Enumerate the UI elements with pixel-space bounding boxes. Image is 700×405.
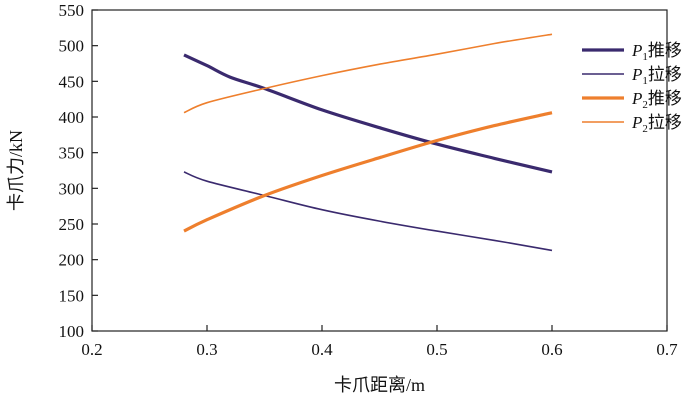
legend-label: 推移: [648, 41, 682, 60]
series-layer: [183, 33, 553, 252]
legend-subscript: 1: [642, 75, 648, 87]
legend-symbol: P: [631, 65, 642, 84]
x-tick-label: 0.2: [81, 340, 102, 359]
x-tick-label: 0.6: [541, 340, 562, 359]
legend-entry: P2推移: [631, 89, 682, 111]
y-tick-label: 400: [59, 108, 85, 127]
legend-subscript: 2: [642, 123, 648, 135]
series-line-1: [183, 171, 553, 252]
legend-label: 拉移: [648, 113, 682, 132]
plot-frame: [91, 9, 668, 332]
y-tick-label: 250: [59, 215, 85, 234]
y-tick-label: 500: [59, 37, 85, 56]
legend-symbol: P: [631, 113, 642, 132]
series-line-3: [183, 33, 553, 114]
y-tick-label: 100: [59, 322, 85, 341]
y-tick-label: 550: [59, 1, 85, 20]
legend-symbol: P: [631, 41, 642, 60]
legend-entry: P1推移: [631, 41, 682, 63]
legend-symbol: P: [631, 89, 642, 108]
x-axis-title: 卡爪距离/m: [334, 375, 425, 395]
y-tick-label: 450: [59, 72, 85, 91]
legend-label: 推移: [648, 89, 682, 108]
x-tick-label: 0.4: [311, 340, 333, 359]
legend-entry: P1拉移: [631, 65, 682, 87]
legend-label: 拉移: [648, 65, 682, 84]
legend-entry: P2拉移: [631, 113, 682, 135]
axes: 0.2 0.3 0.4 0.5 0.6 0.7 100 150 200 250 300 350 400 4…: [59, 1, 679, 359]
legend-subscript: 1: [642, 51, 648, 63]
y-tick-label: 200: [59, 251, 85, 270]
series-line-0: [183, 53, 553, 174]
y-tick-label: 350: [59, 144, 85, 163]
x-tick-label: 0.3: [196, 340, 217, 359]
x-tick-label: 0.5: [426, 340, 447, 359]
legend-subscript: 2: [642, 99, 648, 111]
y-tick-label: 300: [59, 179, 85, 198]
x-tick-label: 0.7: [656, 340, 678, 359]
y-tick-label: 150: [59, 286, 85, 305]
y-axis-title: 卡爪力/kN: [6, 130, 26, 211]
series-line-2: [183, 111, 553, 233]
